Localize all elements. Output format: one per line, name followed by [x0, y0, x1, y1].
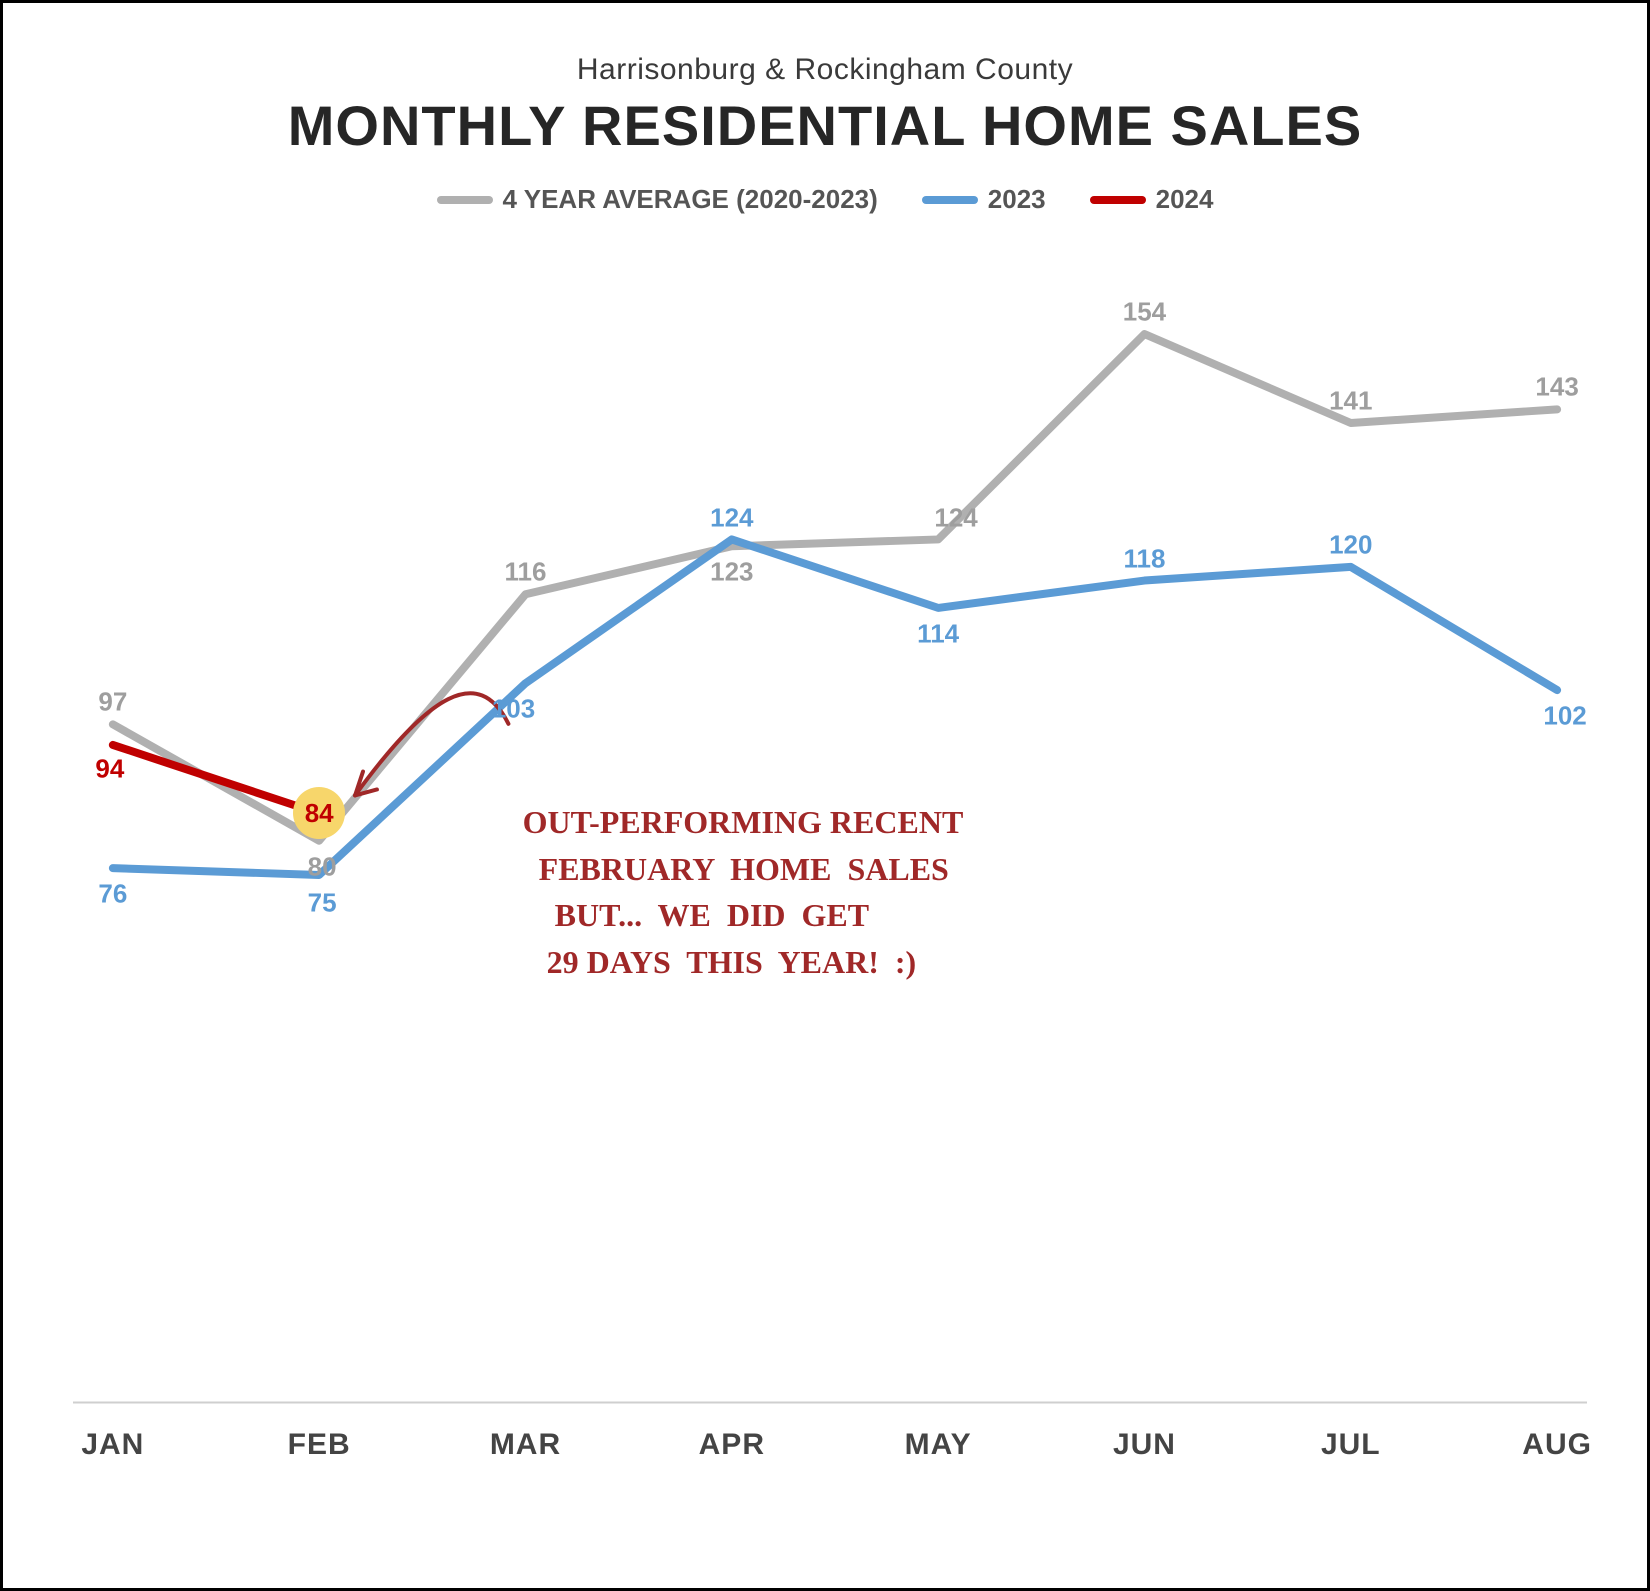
legend-label: 2024 [1156, 184, 1214, 215]
x-axis-label: MAY [905, 1428, 972, 1462]
chart-plot-area: JANFEBMARAPRMAYJUNJULAUG9780116123124154… [73, 283, 1587, 1498]
data-label: 76 [98, 879, 127, 910]
legend-swatch [437, 196, 493, 204]
legend-swatch [1090, 196, 1146, 204]
x-axis-label: JUL [1321, 1428, 1381, 1462]
data-label: 97 [98, 687, 127, 718]
legend-item: 2023 [922, 184, 1046, 215]
legend-item: 2024 [1090, 184, 1214, 215]
chart-title: MONTHLY RESIDENTIAL HOME SALES [3, 93, 1647, 158]
chart-frame: Harrisonburg & Rockingham County MONTHLY… [0, 0, 1650, 1591]
legend-label: 4 YEAR AVERAGE (2020-2023) [503, 184, 878, 215]
x-axis-label: JUN [1113, 1428, 1176, 1462]
data-label: 123 [710, 557, 753, 588]
legend-item: 4 YEAR AVERAGE (2020-2023) [437, 184, 878, 215]
data-label: 143 [1535, 372, 1578, 403]
data-label: 114 [917, 618, 959, 649]
x-axis-label: APR [699, 1428, 765, 1462]
chart-legend: 4 YEAR AVERAGE (2020-2023) 2023 2024 [3, 184, 1647, 215]
data-label: 124 [710, 502, 753, 533]
legend-swatch [922, 196, 978, 204]
annotation-text: OUT-PERFORMING RECENT FEBRUARY HOME SALE… [523, 799, 964, 985]
x-axis-label: JAN [81, 1428, 144, 1462]
chart-subtitle: Harrisonburg & Rockingham County [3, 53, 1647, 87]
highlight-point: 84 [293, 787, 345, 839]
data-label: 80 [308, 851, 337, 882]
data-label: 118 [1123, 543, 1165, 574]
x-axis-label: AUG [1522, 1428, 1592, 1462]
data-label: 141 [1329, 386, 1372, 417]
data-label: 103 [492, 694, 535, 725]
data-label: 94 [95, 753, 124, 784]
data-label: 120 [1329, 529, 1372, 560]
x-axis-label: MAR [490, 1428, 561, 1462]
data-label: 154 [1123, 297, 1166, 328]
data-label: 102 [1543, 700, 1586, 731]
data-label: 75 [308, 887, 337, 918]
data-label: 116 [505, 557, 547, 588]
legend-label: 2023 [988, 184, 1046, 215]
data-label: 124 [934, 502, 977, 533]
x-axis-label: FEB [288, 1428, 351, 1462]
